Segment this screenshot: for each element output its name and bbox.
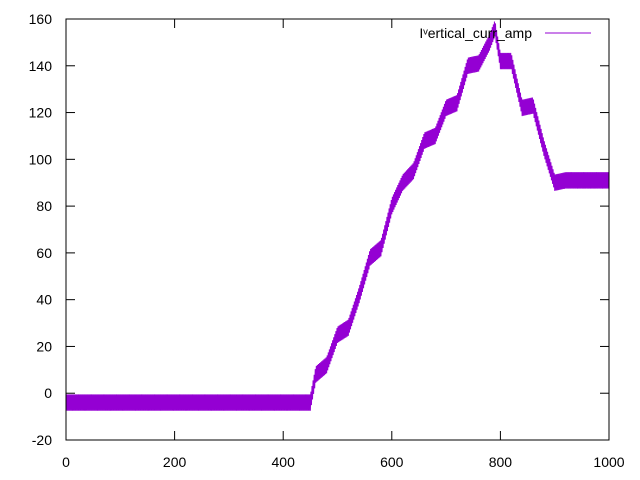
y-tick-label: 100 <box>29 151 53 167</box>
axis-tick-labels: -20 0 20 40 60 80 100 120 140 160 0 200 400 600 800 100… <box>29 11 625 470</box>
series-line <box>65 21 610 411</box>
x-tick-label: 400 <box>272 454 296 470</box>
axis-ticks <box>65 18 610 441</box>
y-tick-label: 80 <box>36 198 52 214</box>
x-tick-label: 200 <box>163 454 187 470</box>
x-tick-label: 600 <box>380 454 404 470</box>
legend-label: Iᵛertical_curr_amp <box>419 25 532 41</box>
plot-frame <box>65 18 610 441</box>
y-tick-label: 20 <box>36 338 52 354</box>
legend: Iᵛertical_curr_amp <box>419 25 591 41</box>
y-tick-label: -20 <box>32 432 52 448</box>
y-tick-label: 0 <box>44 385 52 401</box>
y-tick-label: 160 <box>29 11 53 27</box>
x-tick-label: 0 <box>62 454 70 470</box>
y-tick-label: 140 <box>29 58 53 74</box>
y-tick-label: 60 <box>36 245 52 261</box>
y-tick-label: 40 <box>36 292 52 308</box>
x-tick-label: 800 <box>489 454 513 470</box>
series-layer <box>65 21 610 411</box>
y-tick-label: 120 <box>29 105 53 121</box>
x-tick-label: 1000 <box>593 454 624 470</box>
